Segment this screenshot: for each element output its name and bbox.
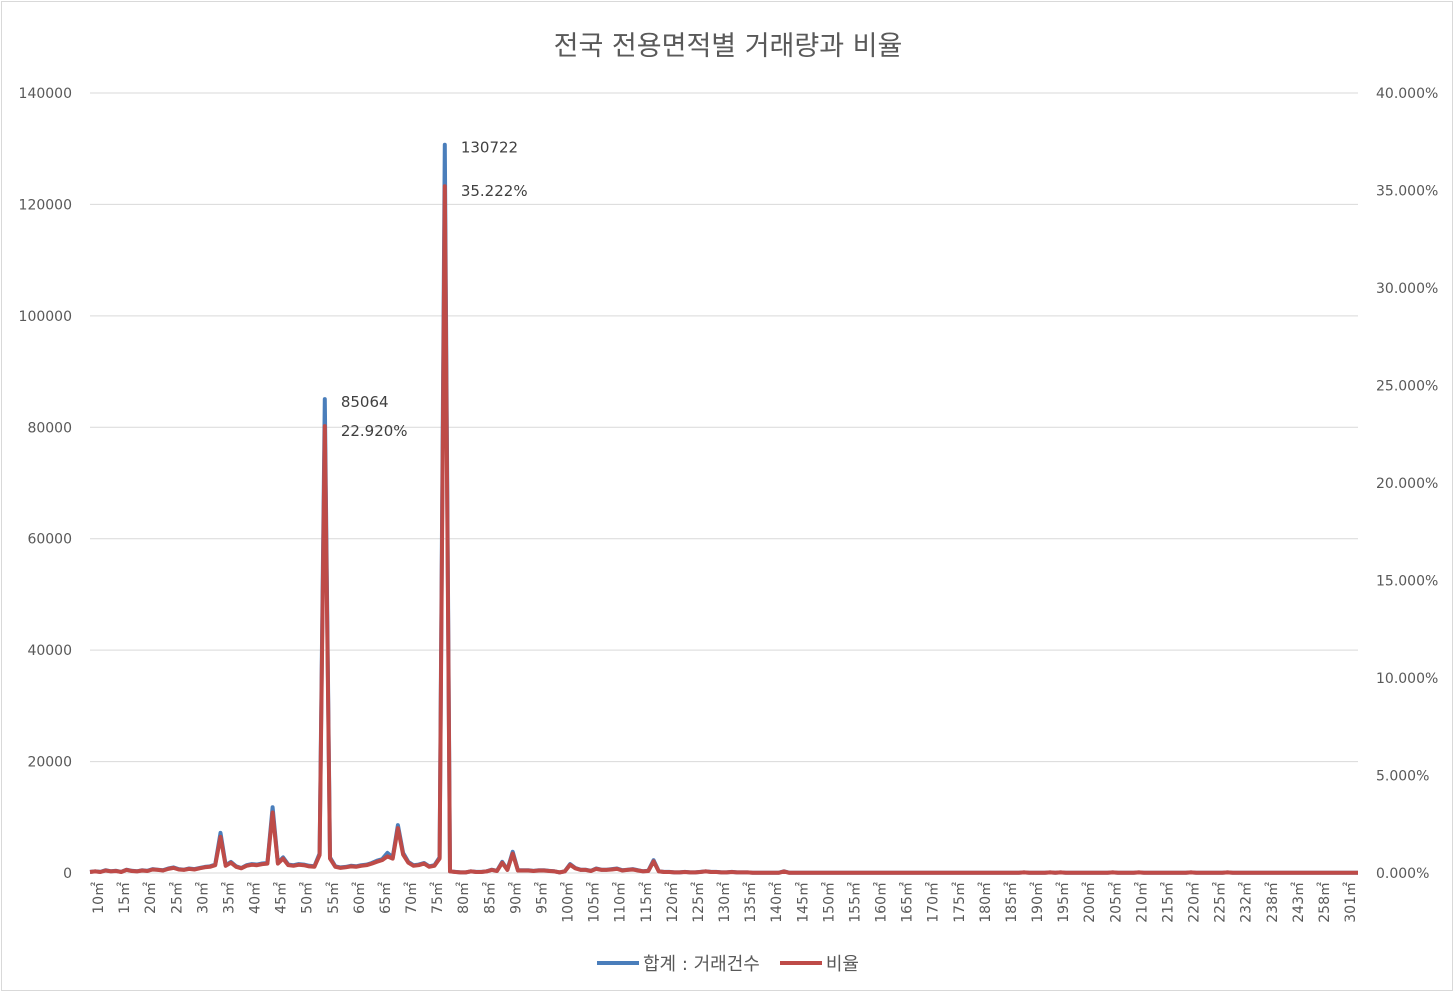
legend-item-ratio: 비율	[779, 950, 859, 976]
y-left-tick-label: 40000	[27, 643, 72, 659]
x-tick-label: 45㎡	[274, 882, 290, 914]
legend-label-ratio: 비율	[825, 954, 859, 975]
x-tick-label: 130㎡	[717, 882, 733, 923]
x-tick-label: 55㎡	[326, 882, 342, 914]
x-tick-label: 301㎡	[1343, 882, 1359, 923]
x-tick-label: 140㎡	[769, 882, 785, 923]
y-left-tick-label: 140000	[19, 86, 72, 102]
x-tick-label: 160㎡	[874, 882, 890, 923]
x-tick-label: 20㎡	[143, 882, 159, 914]
x-tick-label: 15㎡	[117, 882, 133, 914]
x-tick-label: 220㎡	[1187, 882, 1203, 923]
y-right-tick-label: 0.000%	[1376, 866, 1429, 882]
chart-title: 전국 전용면적별 거래량과 비율	[553, 31, 903, 62]
x-tick-label: 100㎡	[561, 882, 577, 923]
y-right-tick-label: 15.000%	[1376, 574, 1438, 590]
x-tick-label: 200㎡	[1082, 882, 1098, 923]
x-tick-label: 125㎡	[691, 882, 707, 923]
legend-swatch-count	[597, 961, 639, 965]
x-tick-label: 238㎡	[1265, 882, 1281, 923]
y-left-tick-label: 100000	[19, 309, 72, 325]
x-tick-label: 180㎡	[978, 882, 994, 923]
x-tick-label: 150㎡	[821, 882, 837, 923]
x-tick-label: 10㎡	[91, 882, 107, 914]
x-tick-label: 225㎡	[1213, 882, 1229, 923]
x-tick-label: 258㎡	[1317, 882, 1333, 923]
x-tick-label: 195㎡	[1056, 882, 1072, 923]
x-tick-label: 80㎡	[456, 882, 472, 914]
x-tick-label: 175㎡	[952, 882, 968, 923]
x-tick-label: 25㎡	[169, 882, 185, 914]
y-left-tick-label: 0	[63, 866, 72, 882]
y-left-tick-label: 120000	[19, 197, 72, 213]
legend-swatch-ratio	[779, 961, 822, 965]
legend-item-count: 합계 : 거래건수	[597, 950, 760, 976]
x-tick-label: 135㎡	[743, 882, 759, 923]
x-tick-label: 95㎡	[534, 882, 550, 914]
x-tick-label: 105㎡	[587, 882, 603, 923]
series-line-count	[89, 142, 1358, 875]
chart-legend: 합계 : 거래건수 비율	[0, 950, 1456, 976]
x-tick-label: 50㎡	[300, 882, 316, 914]
x-tick-label: 243㎡	[1291, 882, 1307, 923]
data-label: 130722	[461, 139, 518, 157]
x-tick-label: 185㎡	[1004, 882, 1020, 923]
y-right-tick-label: 10.000%	[1376, 671, 1438, 687]
y-right-tick-label: 25.000%	[1376, 379, 1438, 395]
x-tick-label: 215㎡	[1160, 882, 1176, 923]
x-tick-label: 190㎡	[1030, 882, 1046, 923]
x-tick-label: 115㎡	[639, 882, 655, 923]
y-right-tick-label: 30.000%	[1376, 281, 1438, 297]
data-label: 35.222%	[461, 182, 528, 200]
x-tick-label: 60㎡	[352, 882, 368, 914]
y-right-tick-label: 40.000%	[1376, 86, 1438, 102]
data-label: 22.920%	[341, 422, 408, 440]
x-tick-label: 210㎡	[1134, 882, 1150, 923]
x-tick-label: 75㎡	[430, 882, 446, 914]
y-left-tick-label: 60000	[27, 532, 72, 548]
x-tick-label: 170㎡	[926, 882, 942, 923]
x-tick-label: 165㎡	[900, 882, 916, 923]
x-tick-label: 232㎡	[1239, 882, 1255, 923]
x-tick-label: 90㎡	[508, 882, 524, 914]
x-tick-label: 85㎡	[482, 882, 498, 914]
legend-label-count: 합계 : 거래건수	[643, 954, 760, 975]
x-tick-label: 35㎡	[221, 882, 237, 914]
x-tick-label: 110㎡	[613, 882, 629, 923]
x-tick-label: 40㎡	[248, 882, 264, 914]
y-right-tick-label: 35.000%	[1376, 184, 1438, 200]
x-tick-label: 65㎡	[378, 882, 394, 914]
y-left-tick-label: 20000	[27, 755, 72, 771]
data-label: 85064	[341, 393, 389, 411]
x-tick-label: 145㎡	[795, 882, 811, 923]
y-right-tick-label: 5.000%	[1376, 769, 1429, 785]
x-tick-label: 70㎡	[404, 882, 420, 914]
x-tick-label: 155㎡	[847, 882, 863, 923]
x-tick-label: 120㎡	[665, 882, 681, 923]
y-right-tick-label: 20.000%	[1376, 476, 1438, 492]
series-line-ratio	[89, 184, 1358, 875]
y-left-tick-label: 80000	[27, 420, 72, 436]
x-tick-label: 30㎡	[195, 882, 211, 914]
x-tick-label: 205㎡	[1108, 882, 1124, 923]
